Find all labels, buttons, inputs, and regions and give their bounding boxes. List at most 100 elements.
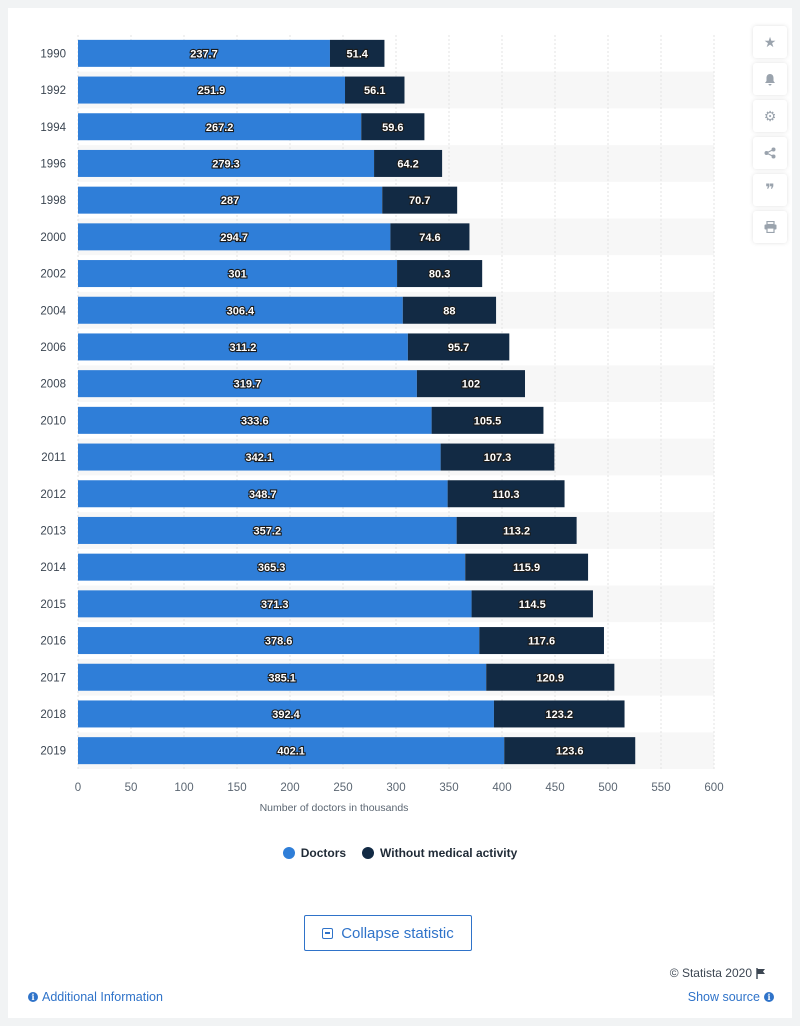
data-label-doctors: 402.1 [277,746,305,758]
y-category-label: 2018 [40,709,66,721]
legend-marker-doctors [282,847,295,859]
x-tick-label: 150 [227,782,246,794]
share-icon[interactable] [753,137,787,169]
bar-doctors [78,737,505,765]
flag-icon[interactable] [756,967,766,979]
y-category-label: 2010 [40,415,66,427]
chart-legend: Doctors Without medical activity [8,846,792,860]
bar-doctors [78,39,330,67]
bar-doctors [78,516,457,544]
bar-without-medical-activity [345,76,405,104]
quote-icon[interactable]: ❞ [753,174,787,206]
statista-credit: © Statista 2020 [670,966,766,980]
bar-without-medical-activity [416,370,526,398]
legend-item-without-medical-activity[interactable]: Without medical activity [362,846,517,860]
y-category-label: 1990 [40,48,66,60]
data-label-without-medical-activity: 51.4 [346,48,368,60]
data-label-without-medical-activity: 88 [443,305,455,317]
additional-information-link[interactable]: i Additional Information [28,990,163,1004]
bar-without-medical-activity [479,627,604,655]
data-label-without-medical-activity: 107.3 [484,452,512,464]
additional-information-label: Additional Information [42,990,163,1004]
bar-doctors [78,443,441,471]
data-label-doctors: 237.7 [190,48,218,60]
bar-without-medical-activity [374,149,443,177]
y-category-label: 2016 [40,636,66,648]
chart-card: 0 50 100 150 200 250 300 350 400 450 500 550 600 Numb… [8,8,792,1018]
data-label-without-medical-activity: 120.9 [537,672,565,684]
x-tick-label: 100 [174,782,193,794]
show-source-label: Show source [687,990,760,1004]
bar-doctors [78,480,448,508]
x-tick-label: 350 [439,782,458,794]
data-label-without-medical-activity: 59.6 [382,122,403,134]
data-label-doctors: 251.9 [198,85,226,97]
collapse-label: Collapse statistic [341,924,454,942]
data-label-without-medical-activity: 95.7 [448,342,469,354]
y-category-label: 1996 [40,158,66,170]
bar-doctors [78,76,346,104]
bar-doctors [78,186,383,214]
data-label-doctors: 279.3 [212,158,240,170]
data-label-doctors: 348.7 [249,489,277,501]
info-icon: i [28,992,38,1002]
x-tick-label: 300 [386,782,405,794]
y-category-label: 2006 [40,342,66,354]
bell-icon[interactable] [753,63,787,95]
bar-without-medical-activity [402,296,497,324]
bar-doctors [78,590,472,618]
gear-icon[interactable]: ⚙ [753,100,787,132]
y-category-label: 2002 [40,269,66,281]
show-source-link[interactable]: Show source i [688,990,774,1004]
collapse-icon [322,927,334,939]
x-tick-label: 400 [492,782,511,794]
bar-without-medical-activity [465,553,589,581]
bar-doctors [78,553,466,581]
y-category-label: 1992 [40,85,66,97]
data-label-doctors: 333.6 [241,415,269,427]
y-category-label: 2014 [40,562,66,574]
bar-without-medical-activity [382,186,458,214]
legend-item-doctors[interactable]: Doctors [282,846,347,860]
print-icon[interactable] [753,211,787,243]
bar-doctors [78,333,408,361]
bar-without-medical-activity [397,260,483,288]
star-icon[interactable]: ★ [753,26,787,58]
info-icon: i [764,992,774,1002]
data-label-without-medical-activity: 123.2 [545,709,573,721]
data-label-doctors: 371.3 [261,599,289,611]
bar-without-medical-activity [329,39,385,67]
bar-without-medical-activity [504,737,636,765]
data-label-doctors: 319.7 [234,379,262,391]
bar-doctors [78,260,398,288]
y-category-label: 2000 [40,232,66,244]
data-label-doctors: 287 [221,195,239,207]
x-tick-label: 200 [280,782,299,794]
bar-doctors [78,370,417,398]
data-label-doctors: 365.3 [258,562,286,574]
bar-without-medical-activity [456,516,577,544]
data-label-doctors: 306.4 [227,305,255,317]
y-category-label: 2011 [41,452,66,464]
data-label-without-medical-activity: 110.3 [493,489,520,501]
bar-without-medical-activity [361,113,425,141]
data-label-doctors: 342.1 [246,452,274,464]
bar-chart: 0 50 100 150 200 250 300 350 400 450 500 550 600 Numb… [40,35,724,814]
bar-without-medical-activity [471,590,593,618]
x-tick-label: 50 [125,782,138,794]
bar-doctors [78,627,480,655]
y-category-label: 2019 [40,746,66,758]
legend-label-doctors: Doctors [300,846,347,860]
y-category-label: 2012 [40,489,66,501]
x-tick-label: 600 [704,782,723,794]
bar-without-medical-activity [407,333,510,361]
bar-without-medical-activity [447,480,565,508]
bar-without-medical-activity [431,406,544,434]
data-label-without-medical-activity: 70.7 [409,195,430,207]
data-label-doctors: 378.6 [265,636,293,648]
collapse-statistic-button[interactable]: Collapse statistic [304,915,472,951]
data-label-doctors: 392.4 [272,709,300,721]
data-label-doctors: 301 [228,269,246,281]
x-tick-label: 0 [75,782,81,794]
data-label-without-medical-activity: 105.5 [474,415,502,427]
